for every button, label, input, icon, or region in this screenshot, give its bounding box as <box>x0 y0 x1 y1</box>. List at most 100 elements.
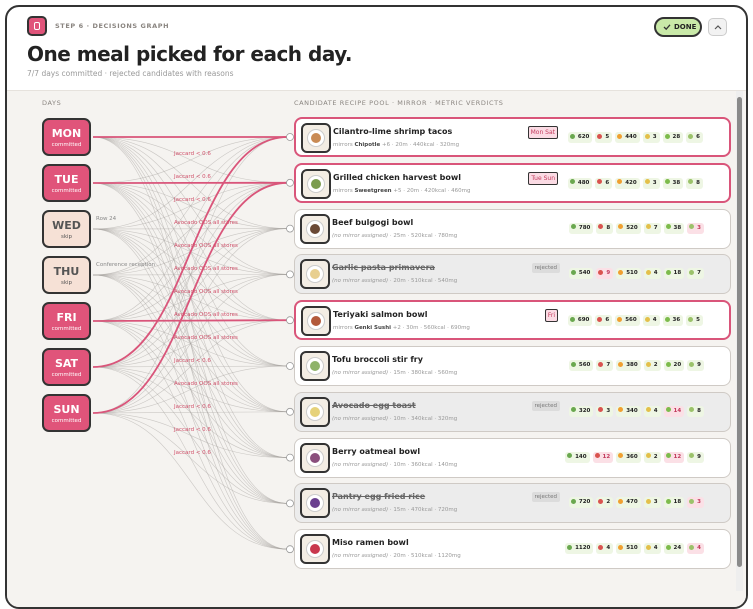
day-name: WED <box>44 219 89 232</box>
edge-port <box>287 454 294 461</box>
metric: 5 <box>595 132 612 143</box>
metric-value: 4 <box>654 545 658 551</box>
metric-icon <box>666 545 671 550</box>
metric-icon <box>595 453 600 458</box>
recipe-card[interactable]: Tofu broccoli stir fry(no mirror assigne… <box>294 346 731 386</box>
metric-icon <box>567 545 572 550</box>
metric-icon <box>689 362 694 367</box>
recipe-mirror: (no mirror assigned) · 20m · 510kcal · 5… <box>332 278 457 284</box>
metric-value: 18 <box>674 270 682 276</box>
edge-port <box>287 134 294 141</box>
metric-value: 5 <box>696 317 700 323</box>
metric: 510 <box>616 543 640 554</box>
metric-icon <box>646 224 651 229</box>
recipe-mirror: (no mirror assigned) · 10m · 340kcal · 3… <box>332 416 457 422</box>
metric-value: 3 <box>697 225 701 231</box>
day-note: Row 24 <box>96 216 116 222</box>
mirror-label: mirrors <box>333 325 353 331</box>
metric: 3 <box>643 178 660 189</box>
recipe-card[interactable]: Pantry egg fried rice(no mirror assigned… <box>294 483 731 523</box>
metric: 6 <box>595 178 612 189</box>
recipe-thumb <box>300 534 330 564</box>
metric-value: 4 <box>654 270 658 276</box>
no-mirror: (no mirror assigned) <box>332 553 388 559</box>
recipe-mirror: mirrors Sweetgreen +5 · 20m · 420kcal · … <box>333 188 471 194</box>
metric-icon <box>646 407 651 412</box>
edge-label: Jaccard < 0.6 <box>174 358 211 364</box>
metric-value: 9 <box>606 270 610 276</box>
metric-value: 38 <box>674 225 682 231</box>
metric-value: 4 <box>653 317 657 323</box>
food <box>310 453 320 463</box>
metric: 480 <box>568 178 592 189</box>
metric-icon <box>645 179 650 184</box>
metric-value: 320 <box>579 408 590 414</box>
edge-label: Avocado OOS all stores <box>174 381 238 387</box>
scrollbar-thumb[interactable] <box>737 97 742 567</box>
metric-value: 5 <box>605 134 609 140</box>
metric-value: 3 <box>697 499 701 505</box>
done-label: DONE <box>674 19 696 35</box>
metric-icon <box>618 545 623 550</box>
metric: 9 <box>687 452 704 463</box>
pick-edge <box>93 183 288 413</box>
metric-icon <box>689 407 694 412</box>
recipe-card[interactable]: Miso ramen bowl(no mirror assigned) · 20… <box>294 529 731 569</box>
done-button[interactable]: DONE <box>654 17 702 37</box>
metric: 6 <box>595 315 612 326</box>
metric-icon <box>598 362 603 367</box>
day-name: TUE <box>44 173 89 186</box>
recipe-card[interactable]: Beef bulgogi bowl(no mirror assigned) · … <box>294 209 731 249</box>
metric: 8 <box>686 178 703 189</box>
mirror-label: mirrors <box>333 188 353 194</box>
metric-value: 9 <box>697 454 701 460</box>
edge-label: Jaccard < 0.6 <box>174 450 211 456</box>
metric-icon <box>646 545 651 550</box>
metric: 12 <box>593 452 614 463</box>
metric: 24 <box>664 543 685 554</box>
rejected-badge: rejected <box>532 263 561 273</box>
metric: 4 <box>644 406 661 417</box>
recipe-card[interactable]: Berry oatmeal bowl(no mirror assigned) ·… <box>294 438 731 478</box>
recipe-thumb <box>300 443 330 473</box>
metric-icon <box>571 224 576 229</box>
metric: 4 <box>644 543 661 554</box>
recipe-name: Garlic pasta primavera <box>332 263 435 272</box>
recipe-card[interactable]: Garlic pasta primavera (no mirror assigne… <box>294 254 731 294</box>
mirror-extra: +6 <box>382 142 390 148</box>
candidate-edge <box>93 274 288 413</box>
metric: 420 <box>615 178 639 189</box>
metric: 4 <box>596 543 613 554</box>
metric-icon <box>598 407 603 412</box>
metric-icon <box>618 499 623 504</box>
recipe-card[interactable]: Avocado egg toast(no mirror assigned) · … <box>294 392 731 432</box>
metric: 320 <box>569 406 593 417</box>
collapse-button[interactable] <box>708 18 727 36</box>
metric: 510 <box>616 268 640 279</box>
metric-value: 510 <box>626 545 637 551</box>
metric-value: 2 <box>606 499 610 505</box>
recipe-details: · 30m · 560kcal · 690mg <box>403 325 470 331</box>
edge-port <box>287 179 294 186</box>
mirror-brand: Sweetgreen <box>354 188 391 194</box>
edge-port <box>287 363 294 370</box>
recipe-thumb <box>300 397 330 427</box>
metric-icon <box>666 362 671 367</box>
metric: 36 <box>663 315 684 326</box>
recipe-details: · 15m · 470kcal · 720mg <box>390 507 457 513</box>
day-name: SUN <box>44 403 89 416</box>
